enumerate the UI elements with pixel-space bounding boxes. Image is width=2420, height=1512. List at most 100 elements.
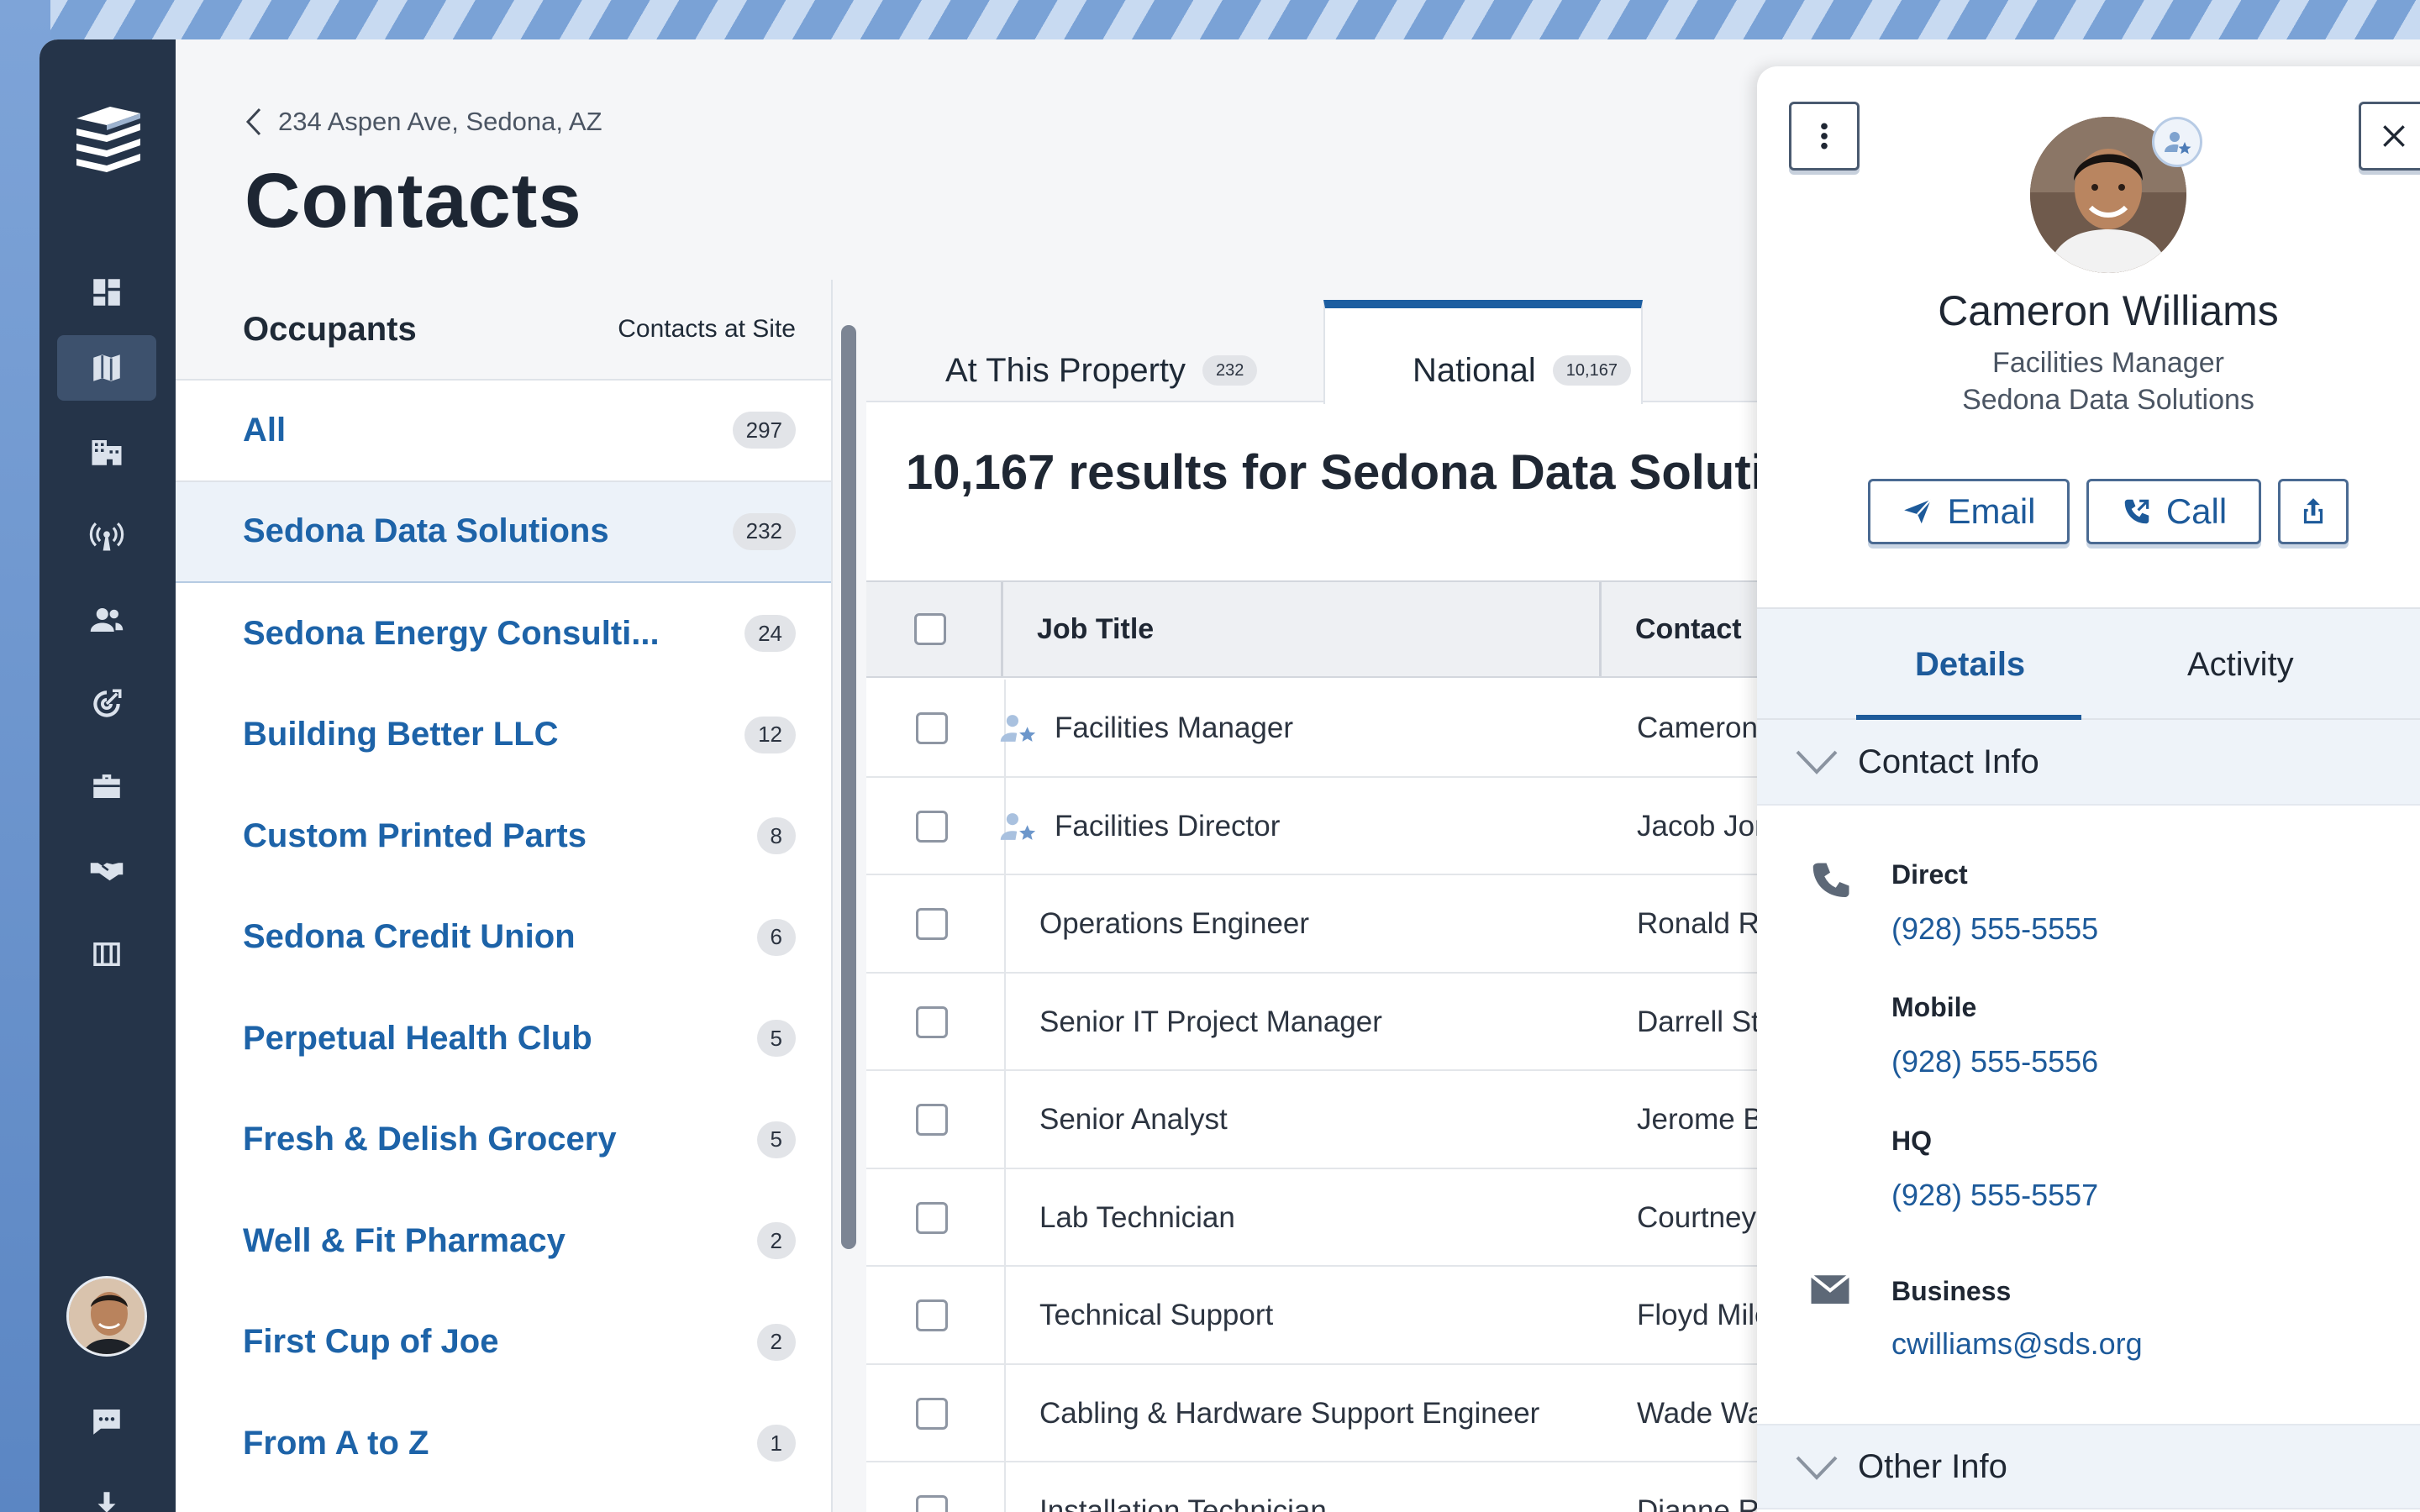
mail-icon xyxy=(1810,1273,1850,1304)
contact-role: Facilities Manager xyxy=(1992,347,2224,379)
breadcrumb[interactable]: 234 Aspen Ave, Sedona, AZ xyxy=(245,107,602,137)
nav-grid-icon[interactable] xyxy=(57,921,156,987)
column-divider xyxy=(1004,875,1006,973)
tab-label: National xyxy=(1413,352,1536,389)
tab-activity[interactable]: Activity xyxy=(2187,645,2294,683)
hq-phone-link[interactable]: (928) 555-5557 xyxy=(1891,1178,2099,1212)
tab-details[interactable]: Details xyxy=(1915,645,2026,683)
contact-info-section-header[interactable]: Contact Info xyxy=(1757,720,2420,806)
job-title-cell: Senior IT Project Manager xyxy=(1039,974,1382,1071)
tab-national[interactable]: National 10,167 xyxy=(1413,352,1631,402)
close-button[interactable] xyxy=(2359,102,2420,171)
occupant-item[interactable]: Fresh & Delish Grocery 5 xyxy=(176,1089,831,1191)
occupant-item[interactable]: Sedona Data Solutions 232 xyxy=(176,481,831,583)
occupant-item[interactable]: First Cup of Joe 2 xyxy=(176,1292,831,1394)
column-job-title[interactable]: Job Title xyxy=(1037,612,1155,645)
results-heading: 10,167 results for Sedona Data Solutions xyxy=(906,445,1851,500)
occupant-item[interactable]: From A to Z 1 xyxy=(176,1393,831,1494)
email-button[interactable]: Email xyxy=(1868,479,2070,544)
chevron-left-icon[interactable] xyxy=(245,107,263,137)
occupant-name: Sedona Energy Consulti... xyxy=(243,614,660,652)
job-title-cell: Cabling & Hardware Support Engineer xyxy=(1039,1365,1539,1462)
user-avatar[interactable] xyxy=(66,1276,147,1357)
column-divider xyxy=(1004,1071,1006,1168)
occupant-item[interactable]: Building Better LLC 12 xyxy=(176,685,831,786)
occupant-name: Building Better LLC xyxy=(243,716,559,753)
occupants-subtitle: Contacts at Site xyxy=(618,315,796,343)
nav-map-icon[interactable] xyxy=(57,335,156,401)
occupant-count-badge: 5 xyxy=(756,1020,796,1058)
occupant-item[interactable]: All 297 xyxy=(176,381,831,482)
table-row[interactable]: Senior Analyst Jerome Bell xyxy=(866,1071,1792,1169)
occupant-item[interactable]: Sedona Energy Consulti... 24 xyxy=(176,583,831,685)
share-icon xyxy=(2303,498,2323,524)
row-checkbox[interactable] xyxy=(916,1495,948,1512)
contact-company: Sedona Data Solutions xyxy=(1962,384,2254,416)
job-title-text: Lab Technician xyxy=(1039,1200,1235,1234)
contacts-main: At This Property 232 National 10,167 10,… xyxy=(866,280,1876,1512)
select-all-checkbox[interactable] xyxy=(914,613,946,645)
table-row[interactable]: Cabling & Hardware Support Engineer Wade … xyxy=(866,1364,1816,1462)
occupant-count-badge: 12 xyxy=(744,716,796,753)
nav-handshake-icon[interactable] xyxy=(57,837,156,903)
occupant-item[interactable]: Sedona Credit Union 6 xyxy=(176,887,831,989)
occupant-item[interactable]: Perpetual Health Club 5 xyxy=(176,988,831,1089)
occupant-count-badge: 2 xyxy=(756,1222,796,1260)
row-checkbox[interactable] xyxy=(916,1201,948,1234)
table-row[interactable]: Technical Support Floyd Miles xyxy=(866,1267,1786,1365)
column-contact[interactable]: Contact xyxy=(1635,612,1742,645)
page-title: Contacts xyxy=(245,158,582,244)
nav-buildings-icon[interactable] xyxy=(57,419,156,485)
table-row[interactable]: Senior IT Project Manager Darrell Steward xyxy=(866,973,1839,1071)
occupant-count-badge: 5 xyxy=(756,1121,796,1158)
row-checkbox[interactable] xyxy=(916,1299,948,1331)
more-options-button[interactable] xyxy=(1789,102,1860,171)
table-row[interactable]: Operations Engineer Ronald Richards xyxy=(866,875,1854,974)
occupant-name: All xyxy=(243,411,287,449)
job-title-text: Senior Analyst xyxy=(1039,1103,1228,1136)
row-checkbox[interactable] xyxy=(916,1397,948,1430)
call-button[interactable]: Call xyxy=(2086,479,2261,544)
share-button[interactable] xyxy=(2278,479,2349,544)
row-checkbox[interactable] xyxy=(916,712,948,744)
chevron-down-icon xyxy=(1796,1456,1838,1480)
table-row[interactable]: Lab Technician Courtney Henry xyxy=(866,1168,1843,1267)
nav-target-icon[interactable] xyxy=(57,671,156,737)
row-checkbox[interactable] xyxy=(916,1104,948,1136)
direct-phone-link[interactable]: (928) 555-5555 xyxy=(1891,911,2099,946)
phone-outgoing-icon xyxy=(2124,499,2149,524)
occupants-scrollbar[interactable] xyxy=(841,325,856,1249)
column-divider xyxy=(1004,680,1006,777)
nav-chat-icon[interactable] xyxy=(57,1389,156,1454)
other-info-title: Other Info xyxy=(1858,1447,2007,1485)
occupant-name: First Cup of Joe xyxy=(243,1323,499,1361)
favorite-contact-icon xyxy=(2152,117,2202,167)
nav-people-icon[interactable] xyxy=(57,587,156,653)
business-email-link[interactable]: cwilliams@sds.org xyxy=(1891,1326,2143,1361)
nav-broadcast-icon[interactable] xyxy=(57,503,156,569)
occupant-name: Custom Printed Parts xyxy=(243,816,587,854)
occupant-count-badge: 297 xyxy=(732,412,796,449)
occupant-name: Fresh & Delish Grocery xyxy=(243,1121,617,1158)
occupant-name: Well & Fit Pharmacy xyxy=(243,1221,566,1259)
job-title-text: Facilities Manager xyxy=(1055,711,1293,744)
row-checkbox[interactable] xyxy=(916,810,948,843)
tab-at-this-property[interactable]: At This Property 232 xyxy=(945,352,1258,402)
table-row[interactable]: Facilities Manager Cameron Williams xyxy=(866,680,1876,778)
row-checkbox[interactable] xyxy=(916,1005,948,1038)
tab-active-indicator xyxy=(1323,300,1643,404)
occupant-item[interactable]: Custom Printed Parts 8 xyxy=(176,785,831,887)
other-info-section-header[interactable]: Other Info xyxy=(1757,1424,2420,1509)
occupant-name: Sedona Data Solutions xyxy=(243,512,609,550)
nav-download-icon[interactable] xyxy=(57,1473,156,1512)
table-row[interactable]: Facilities Director Jacob Jones xyxy=(866,777,1802,875)
breadcrumb-text[interactable]: 234 Aspen Ave, Sedona, AZ xyxy=(278,107,602,136)
nav-briefcase-icon[interactable] xyxy=(57,753,156,819)
mobile-phone-link[interactable]: (928) 555-5556 xyxy=(1891,1044,2099,1079)
nav-dashboard-icon[interactable] xyxy=(57,260,156,325)
occupant-item[interactable]: Well & Fit Pharmacy 2 xyxy=(176,1190,831,1292)
phone-icon xyxy=(1812,863,1849,897)
table-row[interactable]: Installation Technician Dianne Russell xyxy=(866,1462,1834,1512)
row-checkbox[interactable] xyxy=(916,908,948,940)
occupant-count-badge: 6 xyxy=(756,918,796,956)
